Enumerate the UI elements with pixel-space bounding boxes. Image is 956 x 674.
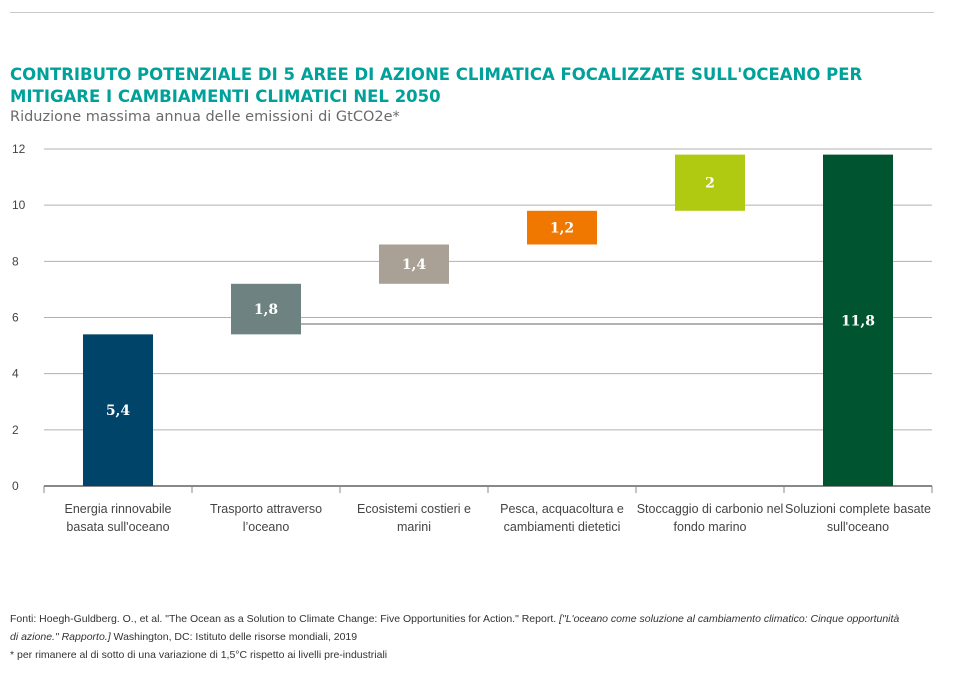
x-category-label: Trasporto attraverso l’oceano <box>209 502 323 534</box>
x-category-label: Soluzioni complete basate sull'oceano <box>785 502 931 534</box>
source-text-italic: ["L'oceano come soluzione al cambiamento… <box>10 613 900 643</box>
chart-subtitle: Riduzione massima annua delle emissioni … <box>10 109 400 125</box>
data-label: 11,8 <box>841 313 875 329</box>
bar <box>527 210 597 245</box>
y-tick-label: 2 <box>12 423 19 437</box>
bar <box>823 154 893 486</box>
data-label: 2 <box>705 176 715 192</box>
bar <box>379 244 449 284</box>
bar <box>83 334 153 486</box>
data-label: 1,2 <box>550 221 574 237</box>
source-text: Fonti: Hoegh-Guldberg. O., et al. "The O… <box>10 613 560 625</box>
footnote: * per rimanere al di sotto di una variaz… <box>10 649 388 661</box>
data-label: 5,4 <box>106 403 131 419</box>
data-label: 1,8 <box>254 302 278 318</box>
x-category-label: Pesca, acquacoltura e cambiamenti dietet… <box>500 502 624 534</box>
top-divider <box>10 12 934 13</box>
x-category-label: Energia rinnovabile basata sull'oceano <box>64 502 172 534</box>
y-tick-label: 6 <box>12 311 19 325</box>
y-tick-label: 4 <box>12 367 19 381</box>
bar <box>675 154 745 211</box>
y-tick-label: 0 <box>12 479 19 493</box>
chart-title: CONTRIBUTO POTENZIALE DI 5 AREE DI AZION… <box>10 65 863 106</box>
source-text-end: Washington, DC: Istituto delle risorse m… <box>110 631 358 643</box>
data-label: 1,4 <box>402 257 427 273</box>
y-tick-label: 12 <box>12 142 26 156</box>
source-note: Fonti: Hoegh-Guldberg. O., et al. "The O… <box>10 610 910 664</box>
x-category-label: Stoccaggio di carbonio nel fondo marino <box>636 502 784 534</box>
bar <box>231 283 301 335</box>
y-tick-label: 8 <box>12 254 19 268</box>
y-tick-label: 10 <box>12 198 26 212</box>
x-category-label: Ecosistemi costieri e marini <box>357 502 471 534</box>
